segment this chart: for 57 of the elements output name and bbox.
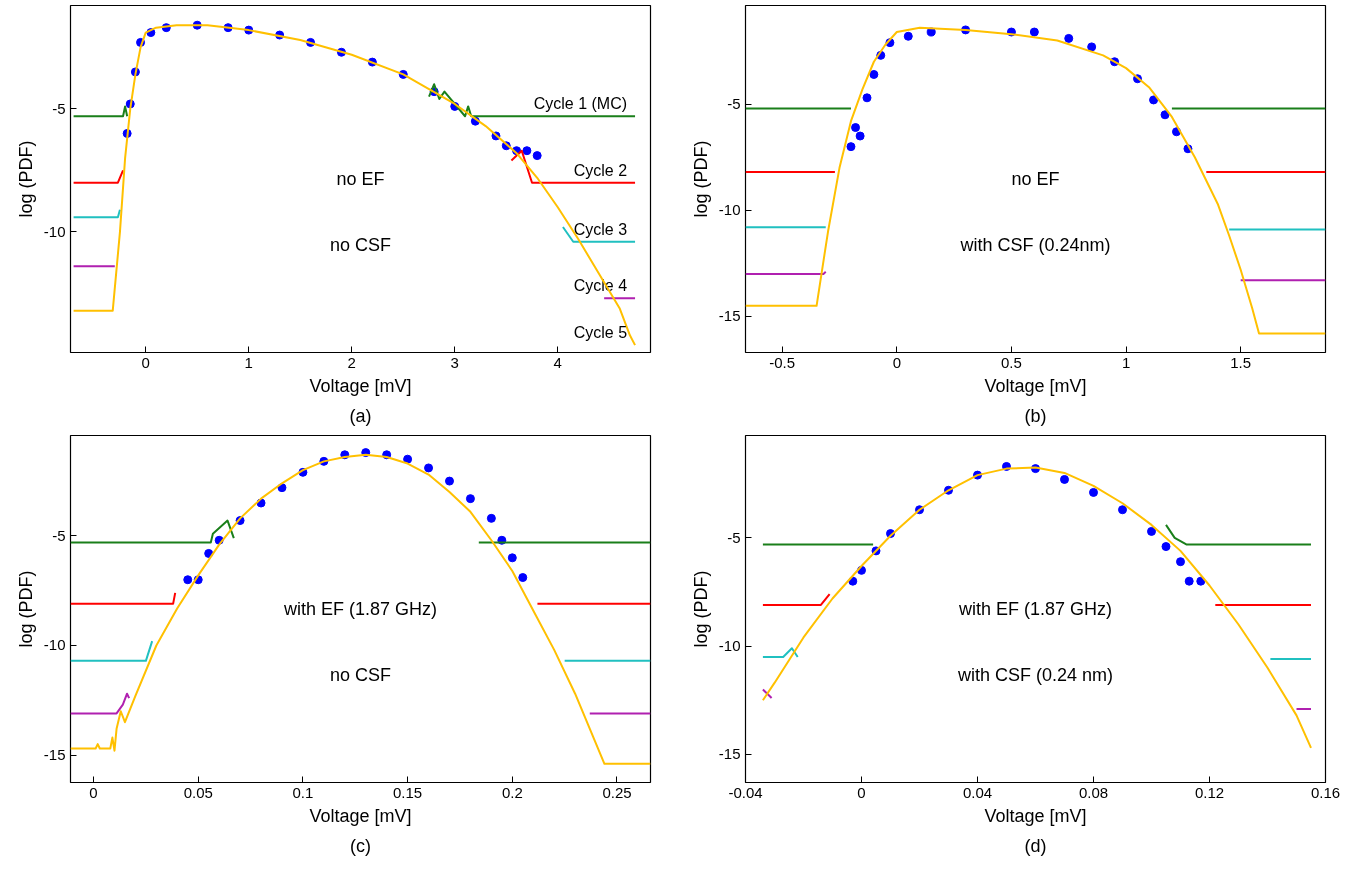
x-tick-label: 1: [244, 353, 253, 371]
text: (a): [349, 405, 372, 426]
y-axis-title: log (PDF): [15, 570, 36, 648]
y-tick-label: -10: [718, 201, 741, 219]
annotation: with EF (1.87 GHz): [957, 599, 1113, 619]
x-tick-label: 0.2: [501, 783, 523, 801]
x-tick-label: 0: [857, 783, 866, 801]
y-tick-label: -10: [43, 636, 66, 654]
annotation: no EF: [336, 169, 385, 189]
x-tick-label: -0.5: [769, 353, 796, 371]
x-tick-label: 0.5: [1001, 353, 1022, 371]
x-tick-label: 0: [892, 353, 901, 371]
text: (b): [1024, 405, 1047, 426]
series-label: Cycle 2: [573, 161, 628, 179]
y-tick-label: -5: [52, 99, 66, 117]
x-tick-label: 0.1: [292, 783, 314, 801]
annotation: with EF (1.87 GHz): [282, 599, 438, 619]
x-tick-label: 0.08: [1078, 783, 1109, 801]
x-axis-title: Voltage [mV]: [984, 375, 1087, 396]
annotation: with CSF (0.24 nm): [956, 664, 1114, 685]
x-tick-label: 0.16: [1310, 783, 1341, 801]
x-tick-label: 1: [1121, 353, 1131, 371]
annotation: no CSF: [329, 664, 392, 685]
x-tick-label: 4: [553, 353, 562, 371]
y-tick-label: -15: [718, 307, 741, 325]
text: (d): [1024, 835, 1047, 856]
annotation: no CSF: [329, 234, 392, 255]
y-axis-title: log (PDF): [690, 140, 711, 218]
x-tick-label: 0: [89, 783, 98, 801]
y-tick-label: -5: [52, 526, 66, 544]
annotation: with CSF (0.24nm): [959, 234, 1111, 255]
x-axis-title: Voltage [mV]: [984, 805, 1087, 826]
y-axis-title: log (PDF): [15, 140, 36, 218]
x-tick-label: 2: [347, 353, 356, 371]
x-tick-label: 3: [450, 353, 459, 371]
series-label: Cycle 1 (MC): [533, 95, 628, 113]
annotation: no EF: [1011, 169, 1060, 189]
y-tick-label: -15: [718, 745, 741, 763]
y-tick-label: -15: [43, 746, 66, 764]
y-axis-title: log (PDF): [690, 570, 711, 648]
series-label: Cycle 5: [573, 324, 628, 342]
y-tick-label: -10: [718, 637, 741, 655]
x-tick-label: 0: [141, 353, 150, 371]
text: (c): [350, 835, 372, 856]
series-label: Cycle 3: [573, 220, 628, 238]
x-tick-label: 0.05: [183, 783, 213, 801]
x-tick-label: 0.12: [1194, 783, 1225, 801]
x-tick-label: 0.25: [602, 783, 632, 801]
y-tick-label: -10: [43, 222, 66, 240]
x-tick-label: 0.04: [962, 783, 993, 801]
x-tick-label: 1.5: [1230, 353, 1252, 371]
x-axis-title: Voltage [mV]: [309, 375, 412, 396]
x-axis-title: Voltage [mV]: [309, 805, 412, 826]
x-tick-label: -0.04: [728, 783, 763, 801]
y-tick-label: -5: [727, 528, 741, 546]
x-tick-label: 0.15: [393, 783, 423, 801]
y-tick-label: -5: [727, 95, 741, 113]
